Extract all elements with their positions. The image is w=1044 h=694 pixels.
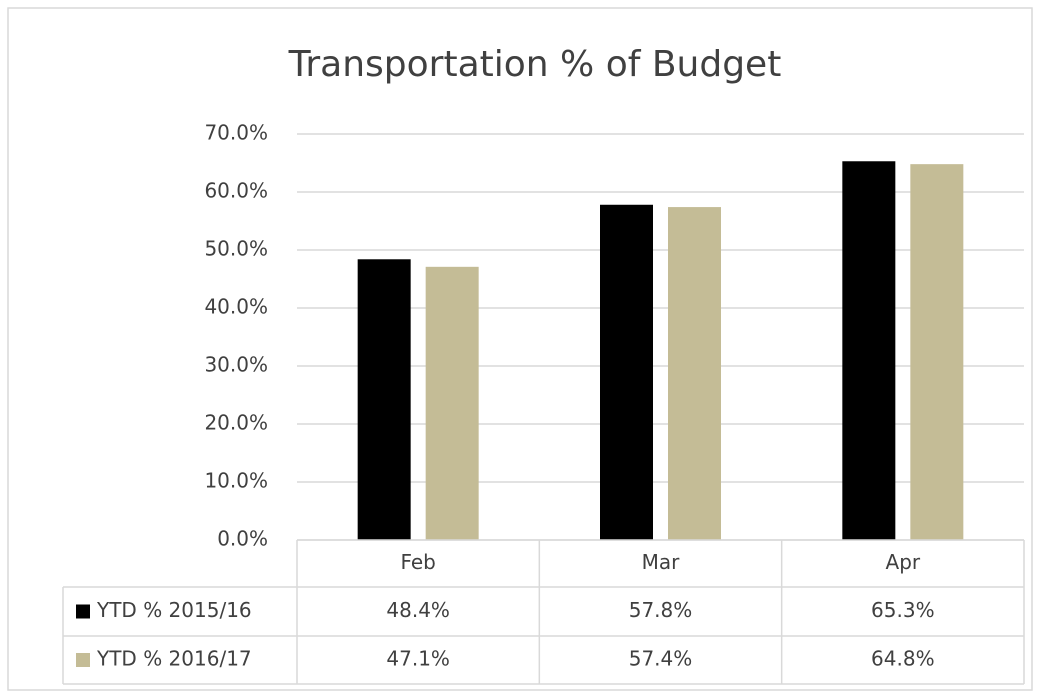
bar	[357, 259, 411, 540]
data-table-value: 48.4%	[386, 598, 450, 622]
x-tick-label: Feb	[400, 550, 435, 574]
y-tick-label: 10.0%	[204, 469, 268, 493]
data-table-value: 64.8%	[871, 647, 935, 671]
y-tick-label: 30.0%	[204, 353, 268, 377]
legend-label: YTD % 2016/17	[96, 647, 252, 671]
y-tick-label: 20.0%	[204, 411, 268, 435]
legend-key	[76, 604, 90, 619]
x-tick-label: Mar	[642, 550, 681, 574]
y-tick-label: 70.0%	[204, 121, 268, 145]
bar	[425, 266, 479, 540]
y-tick-label: 60.0%	[204, 179, 268, 203]
bar	[910, 164, 964, 540]
bar	[842, 161, 896, 540]
chart-title: Transportation % of Budget	[288, 44, 782, 85]
legend-label: YTD % 2015/16	[96, 598, 252, 622]
x-tick-label: Apr	[886, 550, 921, 574]
bar	[668, 207, 721, 540]
data-table-value: 47.1%	[386, 647, 450, 671]
data-table-value: 57.8%	[629, 598, 693, 622]
data-table-value: 57.4%	[629, 647, 693, 671]
y-tick-label: 40.0%	[204, 295, 268, 319]
bar	[600, 204, 653, 540]
legend-key	[76, 653, 90, 667]
data-table-value: 65.3%	[871, 598, 935, 622]
y-tick-label: 0.0%	[217, 527, 268, 551]
y-tick-label: 50.0%	[204, 237, 268, 261]
